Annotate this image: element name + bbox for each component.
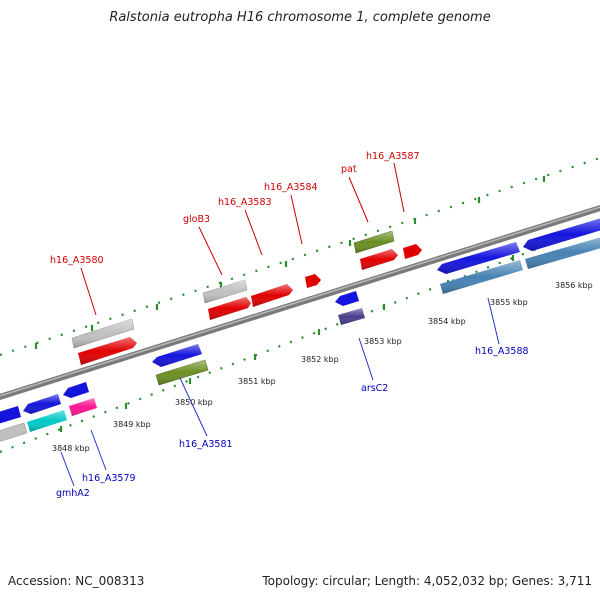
reverse-major-ticks xyxy=(59,231,579,432)
gene-h16-A3587[interactable] xyxy=(403,244,422,259)
scale-tick-label: 3849 kbp xyxy=(113,420,151,429)
gene-label-gloB3[interactable]: gloB3 xyxy=(183,214,210,225)
chromosome-backbone xyxy=(0,205,600,400)
gene-label-h16-A3587[interactable]: h16_A3587 xyxy=(366,151,420,162)
accession-text: Accession: NC_008313 xyxy=(8,574,145,588)
gene-label-h16-A3579[interactable]: h16_A3579 xyxy=(82,473,136,484)
gene-labels: h16_A3580 gloB3 h16_A3583 h16_A3584 pat … xyxy=(50,151,529,499)
gene-label-h16-A3580[interactable]: h16_A3580 xyxy=(50,255,104,266)
gene-grey-left[interactable] xyxy=(0,422,28,442)
forward-genes xyxy=(71,230,422,365)
genome-summary-text: Topology: circular; Length: 4,052,032 bp… xyxy=(262,574,592,588)
gene-label-h16-A3583[interactable]: h16_A3583 xyxy=(218,197,272,208)
scale-tick-label: 3852 kbp xyxy=(301,355,339,364)
scale-tick-label: 3851 kbp xyxy=(238,377,276,386)
gene-h16-A3581-shade xyxy=(156,360,208,385)
gene-label-h16-A3584[interactable]: h16_A3584 xyxy=(264,182,318,193)
gene-h16-A3579-shade xyxy=(69,398,97,416)
gene-blue-arsC[interactable] xyxy=(335,291,359,306)
label-leaders xyxy=(60,162,500,487)
scale-tick-label: 3854 kbp xyxy=(428,317,466,326)
gene-blue-mid-shade xyxy=(152,344,202,367)
scale-tick-label: 3855 kbp xyxy=(490,298,528,307)
gene-blue-left-3[interactable] xyxy=(63,382,89,398)
scale-tick-label: 3850 kbp xyxy=(175,398,213,407)
gene-label-pat[interactable]: pat xyxy=(341,164,357,175)
genome-title: Ralstonia eutropha H16 chromosome 1, com… xyxy=(109,10,491,25)
gene-label-gmhA2[interactable]: gmhA2 xyxy=(56,488,90,499)
gene-small-red-1[interactable] xyxy=(305,274,321,288)
gene-h16-A3587a-shade xyxy=(360,249,398,270)
gene-h16-A3580-shade xyxy=(72,319,134,348)
scale-tick-label: 3856 kbp xyxy=(555,281,593,290)
gene-h16-A3588-shade xyxy=(440,260,523,294)
scale-tick-label: 3848 kbp xyxy=(52,444,90,453)
forward-major-ticks xyxy=(34,176,546,349)
scale-tick-label: 3853 kbp xyxy=(364,337,402,346)
gene-h16-A3580b-shade xyxy=(78,337,137,365)
gene-blue-left-1[interactable] xyxy=(0,406,21,424)
gene-pat-shade xyxy=(354,231,394,253)
forward-strand-track xyxy=(0,156,600,357)
gene-blue-right-1-shade xyxy=(437,242,520,274)
gene-steelblue-right-shade xyxy=(525,237,600,269)
scale-labels: 3848 kbp 3849 kbp 3850 kbp 3851 kbp 3852… xyxy=(52,281,593,453)
gene-blue-left-2-shade xyxy=(23,394,61,414)
gene-blue-right-2-shade xyxy=(523,218,600,251)
gene-label-arsC2[interactable]: arsC2 xyxy=(361,383,388,394)
reverse-genes xyxy=(0,218,600,442)
gene-label-h16-A3588[interactable]: h16_A3588 xyxy=(475,346,529,357)
gene-h16-A3584-shade xyxy=(251,284,293,307)
gene-h16-A3583-shade xyxy=(208,297,251,320)
reverse-strand-track xyxy=(0,223,600,454)
gene-arsC2-shade xyxy=(338,308,365,325)
gene-label-h16-A3581[interactable]: h16_A3581 xyxy=(179,439,233,450)
gene-gloB3-shade xyxy=(203,280,247,303)
gene-gmhA2-shade xyxy=(27,410,67,432)
chromosome-backbone-highlight xyxy=(0,206,600,397)
